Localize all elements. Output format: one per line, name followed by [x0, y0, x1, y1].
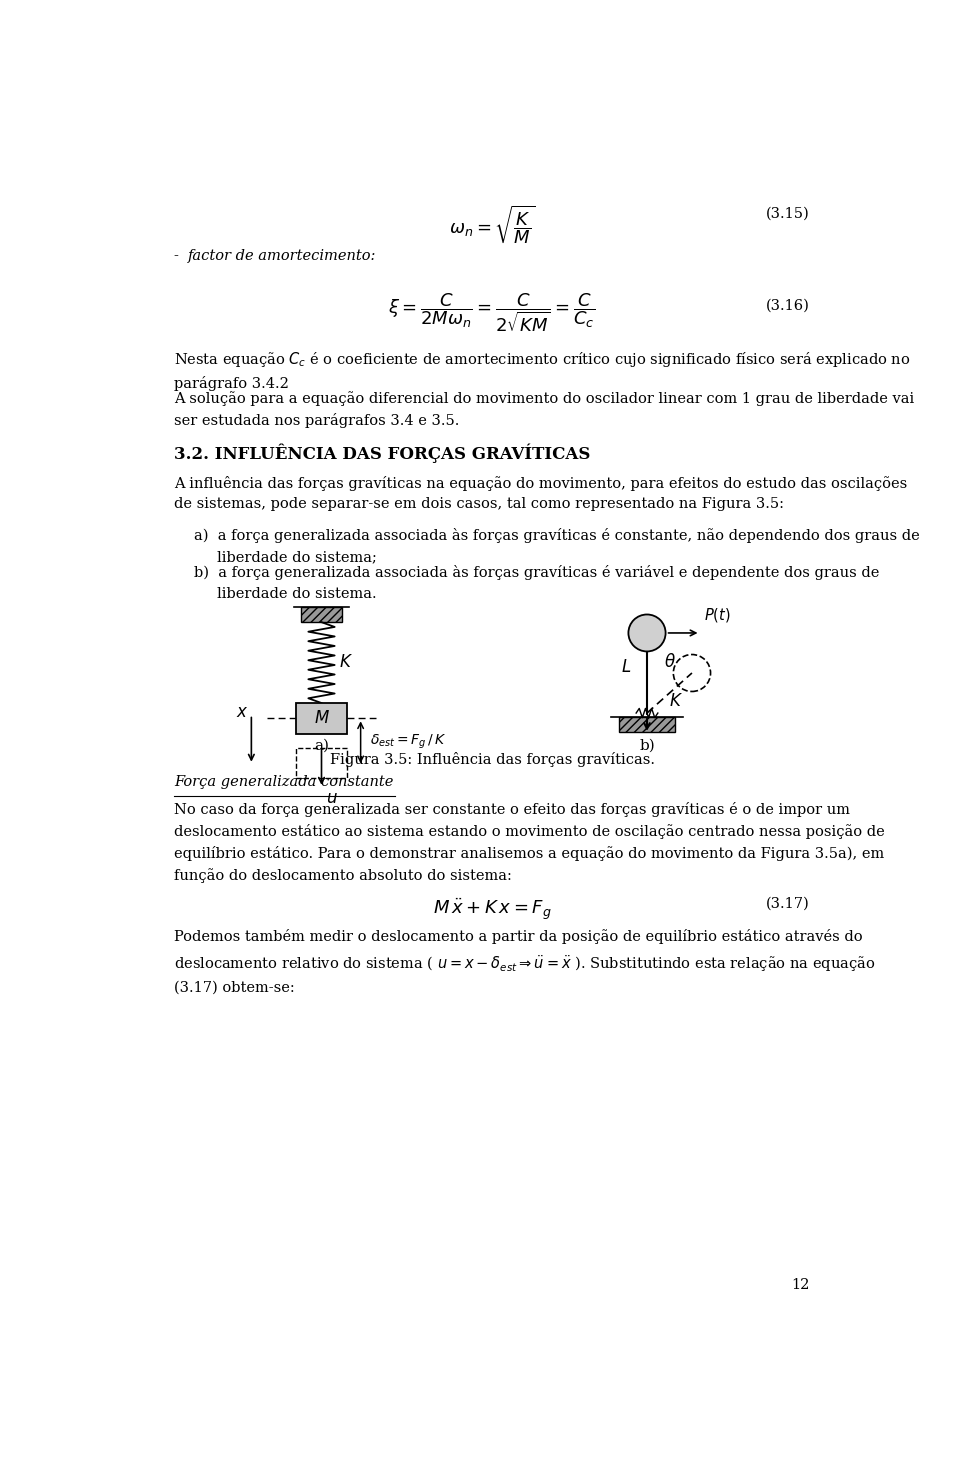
- Text: (3.15): (3.15): [766, 207, 809, 221]
- Text: -: -: [175, 249, 183, 264]
- Text: $\xi = \dfrac{C}{2M\omega_n} = \dfrac{C}{2\sqrt{KM}} = \dfrac{C}{C_c}$: $\xi = \dfrac{C}{2M\omega_n} = \dfrac{C}…: [389, 291, 595, 334]
- Circle shape: [629, 614, 665, 651]
- Text: Podemos também medir o deslocamento a partir da posição de equilíbrio estático a: Podemos também medir o deslocamento a pa…: [175, 928, 876, 995]
- Text: $\theta$: $\theta$: [664, 654, 676, 672]
- Text: a)  a força generalizada associada às forças gravíticas é constante, não depende: a) a força generalizada associada às for…: [194, 528, 920, 564]
- Text: 12: 12: [791, 1278, 809, 1292]
- Text: 3.2. INFLUÊNCIA DAS FORÇAS GRAVÍTICAS: 3.2. INFLUÊNCIA DAS FORÇAS GRAVÍTICAS: [175, 444, 590, 463]
- Text: (3.16): (3.16): [766, 298, 809, 313]
- Text: b)  a força generalizada associada às forças gravíticas é variável e dependente : b) a força generalizada associada às for…: [194, 565, 879, 601]
- Text: $L$: $L$: [621, 660, 632, 676]
- Text: $x$: $x$: [236, 704, 249, 720]
- Bar: [297, 748, 347, 778]
- Bar: [297, 703, 347, 734]
- Text: $\omega_n = \sqrt{\dfrac{K}{M}}$: $\omega_n = \sqrt{\dfrac{K}{M}}$: [448, 204, 536, 246]
- Text: Força generalizada constante: Força generalizada constante: [175, 775, 394, 788]
- Bar: [301, 607, 342, 623]
- Text: $u$: $u$: [326, 790, 338, 807]
- Text: $\delta_{est} = F_g\,/\,K$: $\delta_{est} = F_g\,/\,K$: [370, 734, 446, 751]
- Bar: [619, 717, 675, 732]
- Text: $M$: $M$: [638, 624, 653, 641]
- Text: No caso da força generalizada ser constante o efeito das forças gravíticas é o d: No caso da força generalizada ser consta…: [175, 801, 885, 883]
- Text: $K$: $K$: [669, 694, 683, 710]
- Text: a): a): [314, 738, 329, 753]
- Text: A influência das forças gravíticas na equação do movimento, para efeitos do estu: A influência das forças gravíticas na eq…: [175, 475, 907, 512]
- Text: (3.17): (3.17): [766, 896, 809, 911]
- Text: Nesta equação $C_c$ é o coeficiente de amortecimento crítico cujo significado fí: Nesta equação $C_c$ é o coeficiente de a…: [175, 350, 911, 391]
- Text: factor de amortecimento:: factor de amortecimento:: [188, 249, 376, 264]
- Text: $K$: $K$: [339, 654, 352, 672]
- Text: $P(t)$: $P(t)$: [705, 605, 731, 624]
- Text: $M\,\ddot{x} + K\,x = F_g$: $M\,\ddot{x} + K\,x = F_g$: [433, 896, 551, 922]
- Text: b): b): [639, 738, 655, 753]
- Text: A solução para a equação diferencial do movimento do oscilador linear com 1 grau: A solução para a equação diferencial do …: [175, 391, 915, 428]
- Text: $M$: $M$: [314, 710, 329, 726]
- Text: Figura 3.5: Influência das forças gravíticas.: Figura 3.5: Influência das forças gravít…: [329, 751, 655, 766]
